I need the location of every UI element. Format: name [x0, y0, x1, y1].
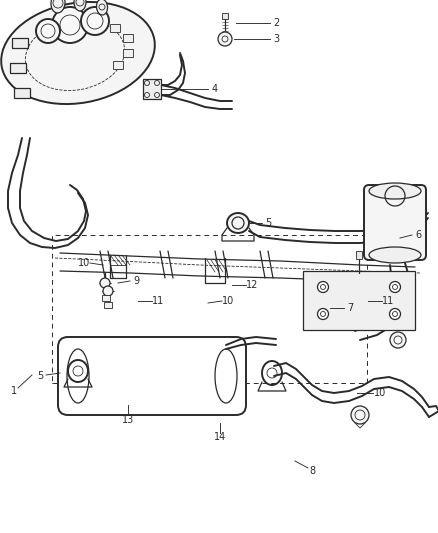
Circle shape [390, 332, 406, 348]
Circle shape [81, 7, 109, 35]
Text: 1: 1 [11, 386, 17, 396]
Ellipse shape [74, 0, 86, 11]
Bar [102, 295, 110, 301]
Text: 12: 12 [246, 280, 258, 290]
Ellipse shape [369, 247, 421, 263]
Text: 10: 10 [222, 296, 234, 306]
Bar [10, 63, 26, 73]
Ellipse shape [227, 213, 249, 233]
Text: 14: 14 [214, 432, 226, 442]
Circle shape [36, 19, 60, 43]
Bar [110, 24, 120, 32]
FancyBboxPatch shape [58, 337, 246, 415]
Ellipse shape [51, 0, 65, 13]
Text: 5: 5 [37, 371, 43, 381]
Text: 11: 11 [152, 296, 164, 306]
Circle shape [389, 309, 400, 319]
Bar [143, 79, 161, 99]
Circle shape [100, 278, 110, 288]
Text: 11: 11 [382, 296, 394, 306]
Bar [12, 38, 28, 48]
Text: 6: 6 [415, 230, 421, 240]
Circle shape [52, 7, 88, 43]
Text: 5: 5 [265, 218, 271, 228]
Text: 13: 13 [122, 415, 134, 425]
FancyBboxPatch shape [364, 185, 426, 260]
Text: 4: 4 [212, 84, 218, 94]
Circle shape [389, 281, 400, 293]
Text: 8: 8 [309, 466, 315, 476]
Circle shape [318, 281, 328, 293]
Circle shape [103, 286, 113, 296]
Bar [123, 49, 133, 57]
Circle shape [218, 32, 232, 46]
Bar [222, 13, 228, 19]
Bar [113, 61, 123, 69]
Text: 9: 9 [133, 276, 139, 286]
FancyBboxPatch shape [303, 271, 415, 330]
Ellipse shape [1, 2, 155, 104]
Text: 3: 3 [273, 34, 279, 44]
Ellipse shape [369, 183, 421, 199]
Bar [356, 251, 362, 259]
Bar [104, 302, 112, 308]
Text: 2: 2 [273, 18, 279, 28]
Ellipse shape [96, 0, 107, 15]
Circle shape [318, 309, 328, 319]
Text: 10: 10 [374, 388, 386, 398]
Circle shape [351, 406, 369, 424]
Bar [14, 88, 30, 98]
Text: 10: 10 [78, 258, 90, 268]
Bar [123, 34, 133, 42]
Text: 7: 7 [347, 303, 353, 313]
